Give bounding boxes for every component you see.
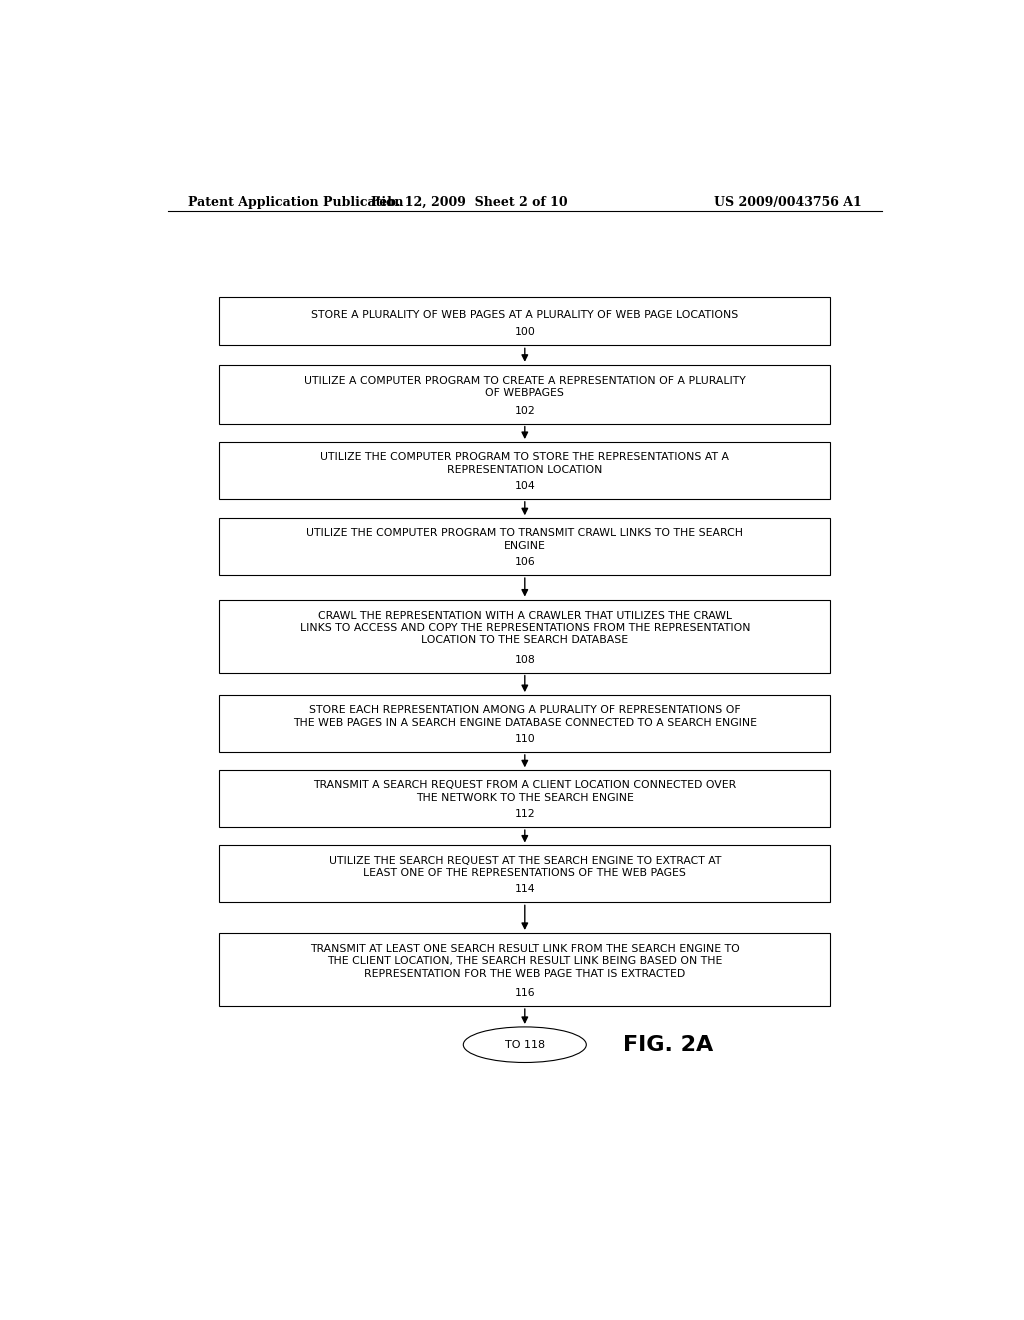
FancyBboxPatch shape bbox=[219, 442, 830, 499]
FancyBboxPatch shape bbox=[219, 297, 830, 346]
Text: 102: 102 bbox=[514, 405, 536, 416]
Text: Feb. 12, 2009  Sheet 2 of 10: Feb. 12, 2009 Sheet 2 of 10 bbox=[371, 195, 567, 209]
Ellipse shape bbox=[463, 1027, 587, 1063]
Text: 114: 114 bbox=[514, 884, 536, 894]
Text: US 2009/0043756 A1: US 2009/0043756 A1 bbox=[715, 195, 862, 209]
Text: UTILIZE THE COMPUTER PROGRAM TO STORE THE REPRESENTATIONS AT A
REPRESENTATION LO: UTILIZE THE COMPUTER PROGRAM TO STORE TH… bbox=[321, 453, 729, 474]
FancyBboxPatch shape bbox=[219, 771, 830, 828]
Text: 104: 104 bbox=[514, 480, 536, 491]
Text: STORE EACH REPRESENTATION AMONG A PLURALITY OF REPRESENTATIONS OF
THE WEB PAGES : STORE EACH REPRESENTATION AMONG A PLURAL… bbox=[293, 705, 757, 727]
Text: 106: 106 bbox=[514, 557, 536, 568]
Text: UTILIZE THE COMPUTER PROGRAM TO TRANSMIT CRAWL LINKS TO THE SEARCH
ENGINE: UTILIZE THE COMPUTER PROGRAM TO TRANSMIT… bbox=[306, 528, 743, 550]
FancyBboxPatch shape bbox=[219, 519, 830, 576]
Text: UTILIZE THE SEARCH REQUEST AT THE SEARCH ENGINE TO EXTRACT AT
LEAST ONE OF THE R: UTILIZE THE SEARCH REQUEST AT THE SEARCH… bbox=[329, 855, 721, 878]
FancyBboxPatch shape bbox=[219, 599, 830, 673]
Text: FIG. 2A: FIG. 2A bbox=[623, 1035, 713, 1055]
Text: 100: 100 bbox=[514, 327, 536, 338]
Text: TRANSMIT AT LEAST ONE SEARCH RESULT LINK FROM THE SEARCH ENGINE TO
THE CLIENT LO: TRANSMIT AT LEAST ONE SEARCH RESULT LINK… bbox=[310, 944, 739, 978]
Text: 116: 116 bbox=[514, 987, 536, 998]
Text: 108: 108 bbox=[514, 655, 536, 664]
Text: 110: 110 bbox=[514, 734, 536, 744]
FancyBboxPatch shape bbox=[219, 933, 830, 1006]
FancyBboxPatch shape bbox=[219, 364, 830, 424]
Text: TO 118: TO 118 bbox=[505, 1040, 545, 1049]
Text: TRANSMIT A SEARCH REQUEST FROM A CLIENT LOCATION CONNECTED OVER
THE NETWORK TO T: TRANSMIT A SEARCH REQUEST FROM A CLIENT … bbox=[313, 780, 736, 803]
Text: Patent Application Publication: Patent Application Publication bbox=[187, 195, 403, 209]
Text: 112: 112 bbox=[514, 809, 536, 818]
Text: CRAWL THE REPRESENTATION WITH A CRAWLER THAT UTILIZES THE CRAWL
LINKS TO ACCESS : CRAWL THE REPRESENTATION WITH A CRAWLER … bbox=[300, 611, 750, 645]
Text: UTILIZE A COMPUTER PROGRAM TO CREATE A REPRESENTATION OF A PLURALITY
OF WEBPAGES: UTILIZE A COMPUTER PROGRAM TO CREATE A R… bbox=[304, 376, 745, 399]
Text: STORE A PLURALITY OF WEB PAGES AT A PLURALITY OF WEB PAGE LOCATIONS: STORE A PLURALITY OF WEB PAGES AT A PLUR… bbox=[311, 310, 738, 319]
FancyBboxPatch shape bbox=[219, 696, 830, 752]
FancyBboxPatch shape bbox=[219, 846, 830, 903]
